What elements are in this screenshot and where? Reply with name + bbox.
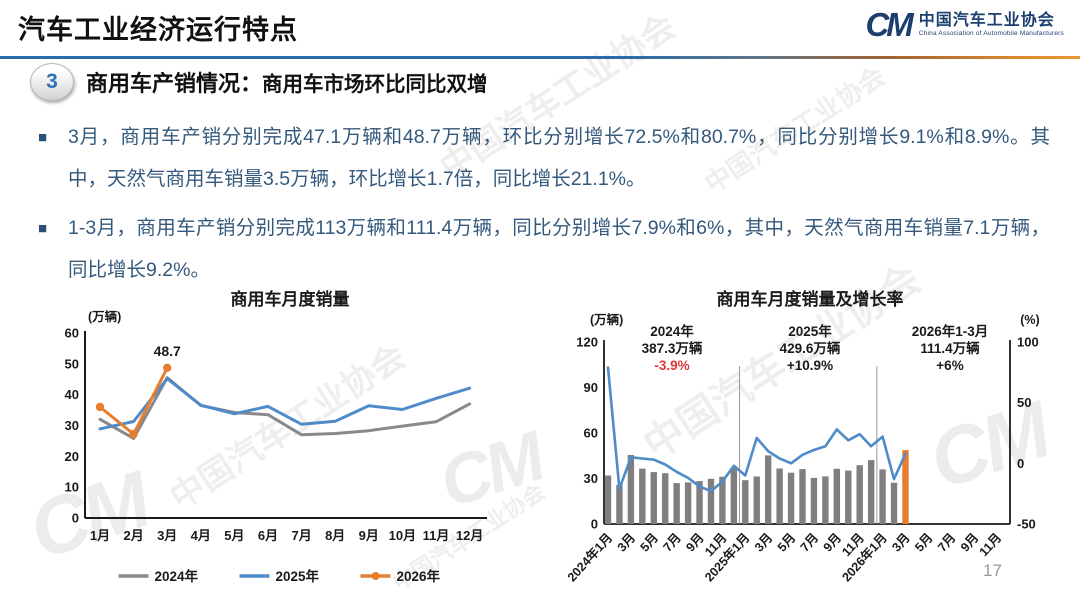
svg-text:9月: 9月	[359, 528, 379, 543]
svg-text:387.3万辆: 387.3万辆	[642, 340, 703, 356]
caam-logo-name-cn: 中国汽车工业协会	[918, 11, 1055, 29]
svg-text:7月: 7月	[935, 531, 958, 555]
right-axis-unit: (%)	[1020, 313, 1039, 327]
svg-text:2026年: 2026年	[397, 568, 441, 584]
bullet-text: 3月，商用车产销分别完成47.1万辆和48.7万辆，环比分别增长72.5%和80…	[68, 126, 1050, 190]
section-number-badge: 3	[30, 63, 74, 101]
svg-text:2024年1月: 2024年1月	[564, 530, 615, 584]
axes: 0 30 60 90 120 -50 0 50 100	[576, 335, 1038, 532]
chart-title: 商用车月度销量	[231, 289, 350, 309]
svg-text:60: 60	[584, 426, 598, 441]
svg-text:0: 0	[591, 517, 598, 532]
svg-text:60: 60	[65, 326, 79, 341]
svg-text:11月: 11月	[977, 531, 1005, 559]
svg-text:4月: 4月	[191, 528, 211, 543]
svg-text:10: 10	[65, 480, 79, 495]
svg-text:3月: 3月	[752, 531, 775, 555]
svg-text:30: 30	[584, 471, 598, 486]
svg-text:30: 30	[65, 418, 79, 433]
bullet-marker-icon: ■	[38, 129, 48, 146]
svg-text:7月: 7月	[660, 531, 683, 555]
series-2025年	[98, 377, 472, 431]
page-title: 汽车工业经济运行特点	[18, 15, 298, 45]
svg-text:12月: 12月	[456, 528, 483, 543]
svg-text:90: 90	[584, 380, 598, 395]
svg-text:0: 0	[1017, 456, 1024, 471]
svg-text:111.4万辆: 111.4万辆	[920, 340, 980, 356]
svg-text:5月: 5月	[638, 531, 661, 555]
page-number: 17	[983, 561, 1002, 580]
caam-logo: CM 中国汽车工业协会 China Association of Automob…	[865, 8, 1064, 41]
svg-text:2024年: 2024年	[155, 568, 199, 584]
svg-text:2024年: 2024年	[650, 323, 694, 339]
svg-text:3月: 3月	[615, 531, 638, 555]
series-2026年	[95, 363, 172, 439]
svg-text:100: 100	[1017, 335, 1039, 350]
section-title-sub: 商用车市场环比同比双增	[262, 73, 488, 96]
sales-growth-combo-chart: 商用车月度销量及增长率 (万辆) (%) 0 30 60 90 120 -50 0 50 100 202…	[552, 288, 1064, 600]
svg-text:50: 50	[65, 356, 79, 371]
axes: 0 10 20 30 40 50 60 1月 2月 3月 4月 5月 6月 7月 8月 9月 10月 11月 12月	[65, 326, 487, 543]
svg-text:-50: -50	[1017, 517, 1036, 532]
svg-text:5月: 5月	[775, 531, 798, 555]
monthly-sales-line-chart: 商用车月度销量 (万辆) 0 10 20 30 40 50 60 1月 2月 3月 4月 5月 6月 7月 8月…	[60, 288, 520, 600]
svg-text:1月: 1月	[90, 528, 110, 543]
header-divider	[0, 56, 1080, 59]
bullet-item: ■ 3月，商用车产销分别完成47.1万辆和48.7万辆，环比分别增长72.5%和…	[38, 116, 1050, 200]
monthly-sales-bars	[604, 450, 909, 524]
svg-text:5月: 5月	[912, 531, 935, 555]
svg-text:6月: 6月	[258, 528, 278, 543]
svg-text:20: 20	[65, 449, 79, 464]
section-title: 商用车产销情况：商用车市场环比同比双增	[86, 66, 488, 98]
point-label: 48.7	[154, 343, 181, 359]
svg-text:5月: 5月	[224, 528, 244, 543]
caam-logo-name-en: China Association of Automobile Manufact…	[918, 29, 1064, 37]
svg-text:2025年: 2025年	[276, 568, 320, 584]
growth-rate-line	[606, 366, 907, 493]
chart-title: 商用车月度销量及增长率	[717, 289, 904, 309]
bullet-text: 1-3月，商用车产销分别完成113万辆和111.4万辆，同比分别增长7.9%和6…	[68, 217, 1050, 281]
svg-text:-3.9%: -3.9%	[654, 358, 689, 373]
section-title-main: 商用车产销情况：	[86, 71, 263, 96]
svg-text:40: 40	[65, 387, 79, 402]
legend: 2024年 2025年 2026年	[118, 568, 441, 584]
svg-text:2025年: 2025年	[788, 323, 832, 339]
caam-logo-monogram-icon: CM	[865, 6, 913, 43]
bullet-list: ■ 3月，商用车产销分别完成47.1万辆和48.7万辆，环比分别增长72.5%和…	[38, 116, 1050, 298]
series-2024年	[98, 376, 472, 440]
svg-text:7月: 7月	[291, 528, 311, 543]
svg-text:+10.9%: +10.9%	[787, 358, 833, 373]
svg-text:11月: 11月	[423, 528, 450, 543]
svg-text:2026年1-3月: 2026年1-3月	[912, 323, 989, 339]
svg-text:3月: 3月	[157, 528, 177, 543]
svg-text:7月: 7月	[798, 531, 821, 555]
svg-text:2月: 2月	[123, 528, 143, 543]
svg-text:10月: 10月	[389, 528, 416, 543]
bullet-marker-icon: ■	[38, 220, 48, 237]
left-axis-unit: (万辆)	[590, 312, 623, 327]
svg-text:50: 50	[1017, 395, 1031, 410]
svg-text:3月: 3月	[889, 531, 912, 555]
svg-text:0: 0	[72, 511, 79, 526]
svg-text:120: 120	[576, 335, 598, 350]
y-axis-unit: (万辆)	[88, 309, 121, 324]
bullet-item: ■ 1-3月，商用车产销分别完成113万辆和111.4万辆，同比分别增长7.9%…	[38, 207, 1050, 291]
svg-text:8月: 8月	[325, 528, 345, 543]
svg-text:429.6万辆: 429.6万辆	[780, 340, 841, 356]
svg-text:+6%: +6%	[936, 358, 963, 373]
